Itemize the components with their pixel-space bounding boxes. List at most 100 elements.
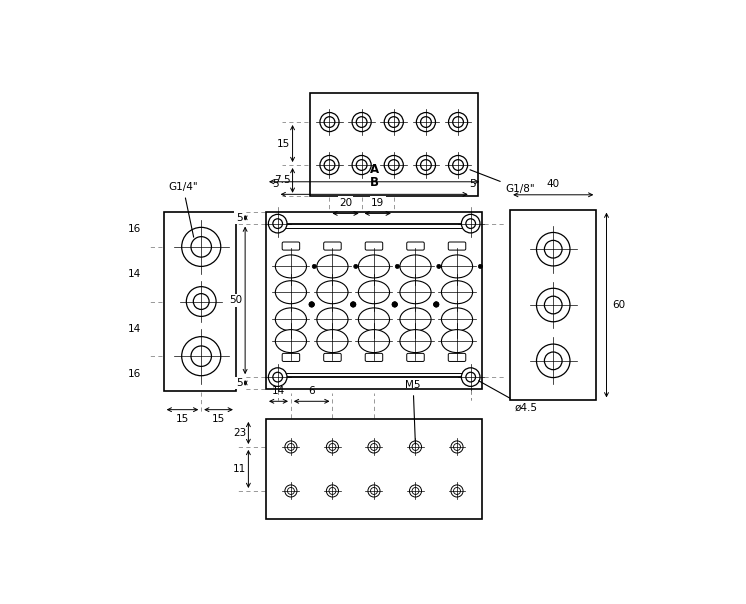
Circle shape bbox=[351, 302, 356, 307]
Circle shape bbox=[392, 302, 398, 307]
Circle shape bbox=[389, 117, 399, 127]
Text: 14: 14 bbox=[128, 269, 142, 279]
Circle shape bbox=[412, 487, 419, 495]
Circle shape bbox=[545, 352, 562, 370]
Circle shape bbox=[410, 441, 421, 453]
Ellipse shape bbox=[442, 255, 472, 278]
Circle shape bbox=[285, 441, 297, 453]
Text: 5: 5 bbox=[469, 179, 476, 189]
Circle shape bbox=[389, 159, 399, 170]
Text: 5: 5 bbox=[236, 378, 242, 388]
Circle shape bbox=[352, 112, 372, 132]
Ellipse shape bbox=[317, 255, 348, 278]
Circle shape bbox=[412, 443, 419, 451]
Circle shape bbox=[461, 368, 480, 387]
Circle shape bbox=[368, 441, 380, 453]
Text: 40: 40 bbox=[547, 179, 560, 189]
Circle shape bbox=[392, 302, 398, 307]
Circle shape bbox=[357, 159, 367, 170]
Text: M5: M5 bbox=[405, 380, 421, 444]
Circle shape bbox=[327, 441, 339, 453]
Circle shape bbox=[536, 344, 570, 378]
Circle shape bbox=[416, 155, 436, 175]
Circle shape bbox=[287, 487, 295, 495]
Circle shape bbox=[273, 219, 283, 228]
Ellipse shape bbox=[317, 281, 348, 304]
Circle shape bbox=[410, 485, 421, 497]
Circle shape bbox=[309, 302, 314, 307]
Circle shape bbox=[191, 346, 211, 367]
Circle shape bbox=[269, 368, 287, 387]
Circle shape bbox=[193, 294, 209, 309]
Circle shape bbox=[545, 296, 562, 314]
Text: 5: 5 bbox=[236, 213, 242, 223]
Text: 20: 20 bbox=[339, 198, 352, 208]
Bar bbox=[163, 212, 236, 391]
Circle shape bbox=[451, 485, 463, 497]
Text: 16: 16 bbox=[128, 368, 142, 379]
Circle shape bbox=[453, 159, 463, 170]
Text: 14: 14 bbox=[272, 386, 285, 396]
Bar bbox=[510, 210, 596, 400]
Circle shape bbox=[536, 233, 570, 266]
Ellipse shape bbox=[317, 308, 348, 331]
FancyBboxPatch shape bbox=[324, 242, 341, 250]
Circle shape bbox=[273, 372, 283, 382]
Circle shape bbox=[320, 155, 339, 175]
Ellipse shape bbox=[275, 330, 307, 353]
Text: G1/8": G1/8" bbox=[470, 170, 535, 194]
Text: 50: 50 bbox=[229, 295, 242, 306]
Circle shape bbox=[454, 487, 460, 495]
Text: 23: 23 bbox=[233, 428, 246, 438]
Text: G1/4": G1/4" bbox=[169, 182, 198, 237]
Circle shape bbox=[545, 240, 562, 258]
Circle shape bbox=[329, 443, 336, 451]
Ellipse shape bbox=[442, 308, 472, 331]
Circle shape bbox=[453, 117, 463, 127]
Circle shape bbox=[329, 487, 336, 495]
Circle shape bbox=[352, 155, 372, 175]
Ellipse shape bbox=[317, 330, 348, 353]
Circle shape bbox=[433, 302, 439, 307]
FancyBboxPatch shape bbox=[407, 242, 424, 250]
Circle shape bbox=[395, 265, 399, 269]
Circle shape bbox=[351, 302, 356, 307]
Circle shape bbox=[285, 485, 297, 497]
Text: 14: 14 bbox=[128, 324, 142, 334]
Circle shape bbox=[466, 219, 475, 228]
Circle shape bbox=[313, 265, 316, 269]
Ellipse shape bbox=[275, 255, 307, 278]
FancyBboxPatch shape bbox=[448, 242, 466, 250]
Circle shape bbox=[371, 443, 377, 451]
Text: 6: 6 bbox=[308, 386, 315, 396]
Ellipse shape bbox=[358, 330, 389, 353]
Ellipse shape bbox=[358, 281, 389, 304]
Circle shape bbox=[536, 288, 570, 322]
Circle shape bbox=[368, 485, 380, 497]
Text: 60: 60 bbox=[612, 300, 625, 310]
Text: 5: 5 bbox=[272, 179, 279, 189]
Bar bbox=[266, 212, 483, 389]
Circle shape bbox=[478, 265, 483, 269]
Circle shape bbox=[421, 117, 431, 127]
Text: B: B bbox=[370, 176, 379, 189]
Circle shape bbox=[327, 485, 339, 497]
Circle shape bbox=[324, 117, 335, 127]
Ellipse shape bbox=[275, 308, 307, 331]
Ellipse shape bbox=[442, 281, 472, 304]
Circle shape bbox=[320, 112, 339, 132]
Text: ø4.5: ø4.5 bbox=[479, 381, 538, 413]
Circle shape bbox=[384, 112, 404, 132]
Circle shape bbox=[269, 214, 287, 233]
Circle shape bbox=[448, 155, 468, 175]
Circle shape bbox=[186, 287, 216, 316]
Circle shape bbox=[416, 112, 436, 132]
Circle shape bbox=[182, 336, 221, 376]
Circle shape bbox=[436, 265, 441, 269]
Text: 15: 15 bbox=[212, 414, 225, 425]
Text: 16: 16 bbox=[128, 225, 142, 234]
Text: 11: 11 bbox=[233, 464, 246, 474]
Ellipse shape bbox=[400, 308, 431, 331]
FancyBboxPatch shape bbox=[282, 353, 300, 361]
Ellipse shape bbox=[275, 281, 307, 304]
